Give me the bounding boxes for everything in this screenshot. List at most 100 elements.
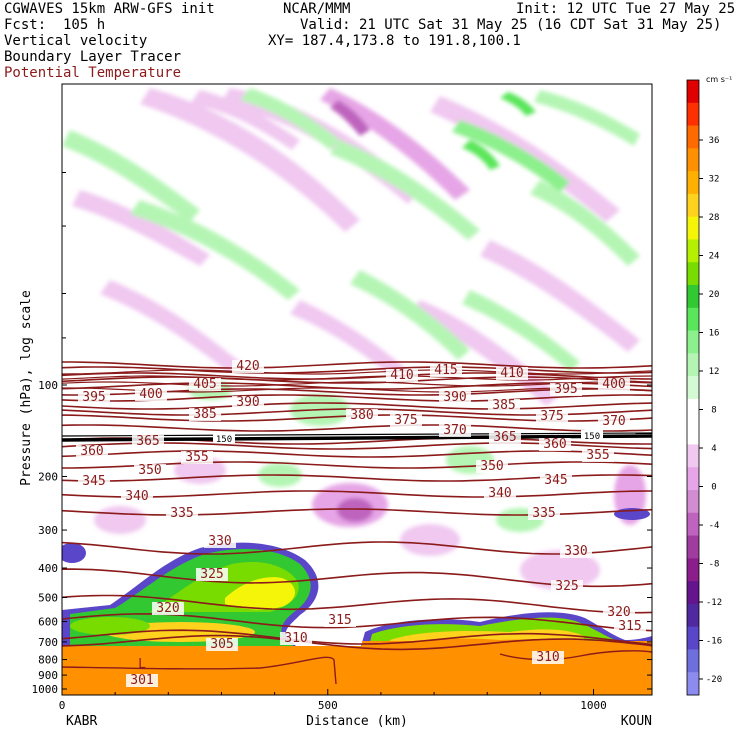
theta-label-bg [598,415,630,428]
colorbar-units: cm s⁻¹ [706,75,732,84]
colorbar-tick-label: 8 [711,406,716,416]
start-station-label: KABR [66,714,97,729]
theta-label: 345 [82,474,105,489]
y-tick-label: 1000 [32,683,59,696]
theta-line-410 [62,372,652,380]
colorbar-swatch [687,649,699,673]
theta-label: 375 [540,409,563,424]
cross-section-endpoints: XY= 187.4,173.8 to 191.8,100.1 [268,33,521,49]
plot-frame [61,83,653,696]
colorbar-tick-label: 36 [709,136,720,146]
theta-label: 310 [536,650,559,665]
theta-label: 420 [236,359,259,374]
colorbar-swatch [687,171,699,195]
theta-label-bg [189,378,221,391]
wave-pink [72,190,210,266]
theta-label: 395 [82,390,105,405]
theta-label-bg [614,620,646,633]
init-time: Init: 12 UTC Tue 27 May 25 [516,1,736,17]
wave-pink [290,300,410,382]
wave-pink [190,90,300,150]
theta-label: 315 [328,613,351,628]
theta-label-bg [582,449,614,462]
model-title: CGWAVES 15km ARW-GFS init [4,1,215,17]
theta-line-415 [62,366,652,374]
colorbar-swatch [687,558,699,582]
theta-label-bg [560,545,592,558]
theta-label: 340 [488,486,511,501]
forecast-hour: Fcst: 105 h [4,17,106,33]
vv-negative [337,498,373,522]
colorbar-swatch [687,444,699,468]
theta-label-bg [532,651,564,664]
x-tick-label: 1000 [580,699,607,712]
theta-line-405 [62,376,652,384]
y-tick-label: 500 [38,591,58,604]
theta-line-420 [62,361,652,369]
theta-label: 380 [350,408,373,423]
colorbar-swatch [687,262,699,286]
theta-label-bg [386,369,418,382]
theta-label: 410 [390,368,413,383]
theta-label-bg [496,367,528,380]
colorbar-swatch [687,603,699,628]
tracer-cap-left [62,543,86,563]
theta-label: 305 [210,637,233,652]
theta-label-bg [121,490,153,503]
colorbar-tick-label: 0 [711,483,716,493]
theta-label-bg [196,568,228,581]
tracer-left-plume-core [225,577,296,610]
colorbar-swatch [687,421,699,445]
colorbar-swatch [687,125,699,149]
theta-label: 335 [532,506,555,521]
colorbar-swatch [687,490,699,514]
wave-green [62,130,200,222]
end-station-label: KOUN [621,714,652,729]
theta-label: 301 [130,673,153,688]
wave-green [534,90,640,146]
colorbar-swatch [687,376,699,400]
colorbar-swatch [687,102,699,126]
theta-label-bg [488,399,520,412]
colorbar-swatch [687,307,699,331]
colorbar-tick-label: -20 [706,675,722,685]
colorbar-swatch [687,193,699,218]
theta-label: 315 [618,619,641,634]
theta-label-bg [598,378,630,391]
colorbar-swatch [687,330,699,354]
theta-label: 405 [193,377,216,392]
theta-label: 390 [236,395,259,410]
theta-label: 330 [564,544,587,559]
colorbar-swatch [687,398,699,423]
colorbar-swatch [687,216,699,240]
theta-label: 340 [125,489,148,504]
theta-label: 385 [193,407,216,422]
theta-label: 375 [394,413,417,428]
theta-label-bg [204,535,236,548]
theta-label: 370 [602,414,625,429]
x-tick-label: 0 [59,699,66,712]
theta-label-bg [346,409,378,422]
theta-label-bg [528,507,560,520]
theta-label: 325 [200,567,223,582]
colorbar-frame [686,79,700,696]
colorbar-swatch [687,285,699,309]
wave-pink-core [330,100,370,136]
theta-label: 325 [555,579,578,594]
theta-label: 320 [607,605,630,620]
theta-label: 345 [544,473,567,488]
theta-label-bg [540,474,572,487]
y-tick-label: 600 [38,616,58,629]
theta-label: 415 [434,363,457,378]
colorbar-swatch [687,80,699,104]
theta-line-extra [62,375,652,381]
tropopause-label-bg [581,430,603,440]
theta-label-bg [390,414,422,427]
gravity-wave-stripes [62,88,640,406]
theta-label-bg [126,674,158,687]
theta-label: 365 [136,434,159,449]
colorbar-tick-label: 24 [709,252,720,262]
colorbar-tick-label: -4 [709,521,720,531]
